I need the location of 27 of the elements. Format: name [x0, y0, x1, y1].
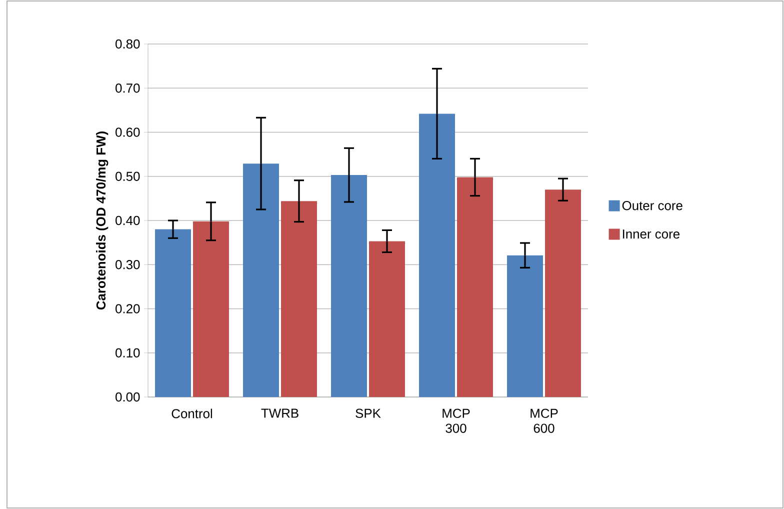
x-tick-label: MCP 300: [442, 408, 470, 433]
y-tick-label: 0.70: [116, 84, 140, 93]
bar: [243, 164, 280, 397]
bar: [155, 229, 192, 397]
bar: [281, 201, 317, 397]
legend-label: Inner core: [622, 230, 680, 239]
bar: [331, 175, 368, 397]
legend-label: Outer core: [622, 201, 682, 210]
y-tick-label: 0.10: [116, 348, 140, 358]
bar: [545, 190, 581, 397]
y-tick-label: 0.00: [116, 392, 140, 402]
x-tick-label: Control: [172, 408, 212, 418]
bar: [507, 255, 544, 397]
bar: [193, 221, 230, 397]
bar: [419, 114, 456, 397]
y-tick-label: 0.80: [116, 39, 140, 49]
y-tick-label: 0.50: [116, 172, 140, 181]
y-tick-label: 0.60: [116, 128, 140, 137]
x-tick-label: SPK: [356, 408, 381, 418]
bar: [457, 177, 493, 397]
y-tick-label: 0.30: [116, 260, 140, 270]
y-tick-label: 0.20: [116, 304, 140, 314]
x-tick-label: TWRB: [261, 408, 298, 418]
bar: [369, 241, 405, 397]
x-tick-label: MCP 600: [530, 408, 558, 433]
y-tick-label: 0.40: [116, 216, 140, 226]
y-axis-title: Carotenoids (OD 470/mg FW): [96, 132, 108, 310]
